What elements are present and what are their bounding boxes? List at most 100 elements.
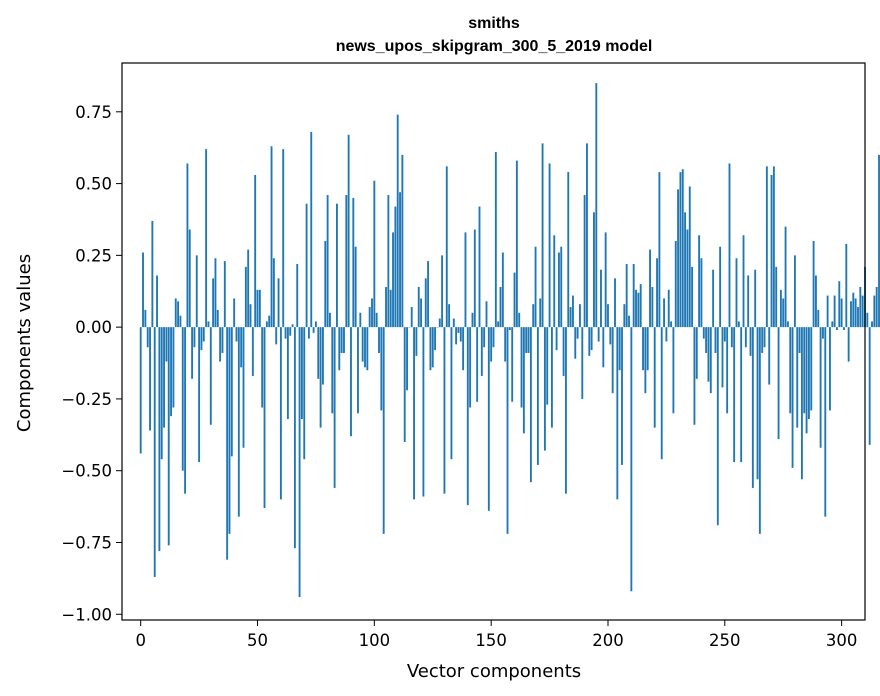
bar-60 bbox=[279, 327, 282, 500]
bar-289 bbox=[815, 275, 817, 328]
bar-218 bbox=[649, 249, 651, 328]
bar-177 bbox=[553, 235, 556, 328]
bar-57 bbox=[272, 258, 275, 328]
bar-232 bbox=[681, 169, 684, 328]
bar-194 bbox=[593, 212, 595, 328]
bar-244 bbox=[709, 327, 712, 394]
bar-102 bbox=[378, 327, 380, 353]
bar-290 bbox=[817, 309, 820, 328]
bar-19 bbox=[184, 327, 187, 494]
bar-162 bbox=[518, 312, 521, 328]
bar-203 bbox=[614, 278, 616, 328]
bar-40 bbox=[233, 298, 236, 328]
bar-208 bbox=[625, 263, 628, 328]
bar-298 bbox=[836, 327, 838, 331]
bar-153 bbox=[497, 321, 500, 328]
bar-27 bbox=[202, 327, 205, 342]
y-tick-label-4: 0.00 bbox=[75, 318, 112, 337]
bar-69 bbox=[300, 327, 303, 420]
bar-46 bbox=[247, 249, 250, 328]
bar-49 bbox=[254, 174, 257, 328]
bar-183 bbox=[567, 172, 570, 328]
bar-248 bbox=[719, 246, 722, 328]
bar-182 bbox=[565, 327, 567, 494]
bar-249 bbox=[721, 327, 724, 388]
bar-130 bbox=[443, 327, 446, 494]
bar-117 bbox=[413, 327, 415, 500]
bar-14 bbox=[172, 327, 175, 408]
bar-316 bbox=[878, 154, 880, 328]
bar-304 bbox=[850, 301, 852, 328]
bar-77 bbox=[319, 327, 322, 428]
bar-300 bbox=[840, 298, 843, 328]
bar-209 bbox=[628, 315, 630, 328]
bar-17 bbox=[179, 315, 182, 328]
bar-5 bbox=[151, 220, 154, 328]
bar-202 bbox=[611, 327, 614, 394]
bar-313 bbox=[871, 321, 873, 328]
bar-308 bbox=[859, 286, 862, 328]
bar-73 bbox=[310, 131, 313, 328]
bar-51 bbox=[258, 289, 261, 328]
y-tick-label-0: −1.00 bbox=[61, 605, 112, 624]
bar-187 bbox=[576, 327, 579, 339]
bar-295 bbox=[829, 327, 831, 411]
y-tick-label-6: 0.50 bbox=[75, 175, 112, 194]
bar-165 bbox=[525, 327, 528, 353]
bar-284 bbox=[803, 327, 806, 414]
bar-120 bbox=[420, 298, 422, 328]
bar-16 bbox=[177, 301, 180, 328]
bar-7 bbox=[156, 275, 158, 328]
bar-312 bbox=[868, 327, 871, 445]
bar-230 bbox=[677, 189, 680, 328]
bar-122 bbox=[424, 278, 427, 328]
bar-149 bbox=[487, 327, 490, 511]
bar-252 bbox=[728, 163, 731, 328]
bar-264 bbox=[756, 327, 759, 480]
bar-154 bbox=[499, 286, 502, 328]
bar-75 bbox=[314, 321, 317, 328]
bar-15 bbox=[174, 298, 177, 328]
bar-173 bbox=[543, 327, 546, 451]
bar-159 bbox=[511, 327, 514, 402]
bar-193 bbox=[590, 327, 593, 351]
bar-302 bbox=[845, 243, 848, 328]
x-tick-label-100: 100 bbox=[359, 631, 391, 650]
bar-217 bbox=[646, 327, 649, 371]
bar-188 bbox=[579, 304, 581, 328]
bar-1 bbox=[142, 252, 144, 328]
bar-113 bbox=[403, 327, 406, 442]
bar-273 bbox=[777, 327, 780, 440]
x-tick-label-250: 250 bbox=[709, 631, 741, 650]
bar-53 bbox=[263, 327, 266, 509]
bar-61 bbox=[282, 149, 285, 328]
bar-106 bbox=[387, 195, 390, 328]
bar-268 bbox=[765, 166, 768, 328]
bar-28 bbox=[205, 149, 208, 328]
bar-275 bbox=[782, 298, 785, 328]
bar-13 bbox=[170, 327, 172, 417]
bar-314 bbox=[873, 295, 876, 328]
bar-287 bbox=[810, 327, 813, 411]
bar-221 bbox=[656, 258, 658, 328]
bar-195 bbox=[595, 83, 598, 328]
bar-20 bbox=[186, 163, 189, 328]
bar-59 bbox=[277, 278, 280, 328]
bar-171 bbox=[539, 298, 542, 328]
bar-29 bbox=[207, 321, 210, 328]
bar-237 bbox=[693, 327, 696, 425]
bar-116 bbox=[410, 307, 413, 328]
y-tick-label-7: 0.75 bbox=[75, 103, 112, 122]
bar-220 bbox=[653, 327, 656, 428]
bar-204 bbox=[616, 327, 619, 500]
bar-305 bbox=[852, 292, 855, 328]
bar-34 bbox=[219, 327, 222, 362]
bar-224 bbox=[663, 298, 665, 328]
bar-245 bbox=[712, 269, 715, 328]
bar-170 bbox=[536, 327, 539, 465]
bar-189 bbox=[581, 327, 584, 399]
bar-80 bbox=[326, 195, 329, 328]
bar-86 bbox=[340, 327, 343, 353]
bar-118 bbox=[415, 327, 418, 356]
